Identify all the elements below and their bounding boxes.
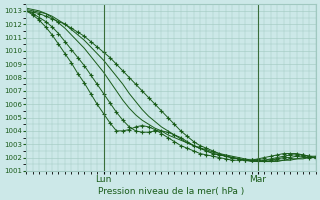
X-axis label: Pression niveau de la mer( hPa ): Pression niveau de la mer( hPa ) (98, 187, 244, 196)
